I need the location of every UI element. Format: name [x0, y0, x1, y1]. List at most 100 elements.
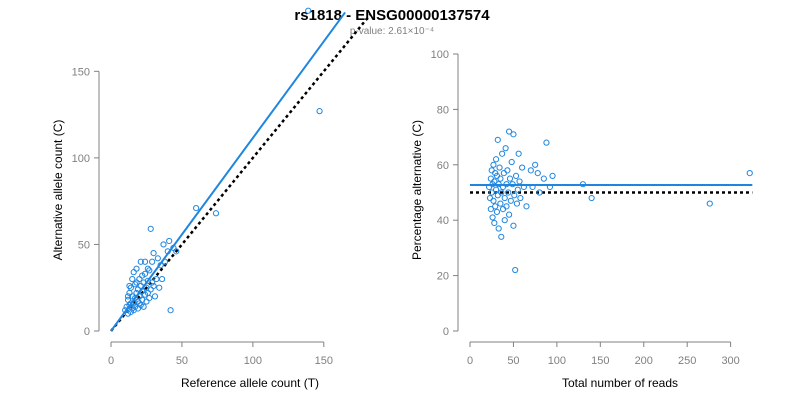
data-point	[144, 265, 151, 272]
data-point	[706, 200, 713, 207]
y-tick-label: 100	[72, 153, 90, 165]
data-point	[506, 175, 514, 182]
data-point	[130, 269, 137, 276]
data-point	[588, 194, 595, 202]
data-point	[507, 197, 514, 204]
data-point	[149, 258, 156, 265]
data-point	[486, 194, 494, 202]
data-point	[154, 255, 161, 262]
x-axis-label: Total number of reads	[562, 376, 678, 390]
data-point	[517, 194, 524, 202]
fit-line	[110, 11, 346, 332]
data-point	[133, 279, 140, 286]
data-point	[139, 272, 146, 279]
data-point	[519, 164, 526, 171]
data-point	[505, 189, 512, 196]
data-point	[495, 181, 502, 188]
data-point	[504, 167, 511, 174]
data-point	[305, 7, 312, 14]
data-point	[492, 186, 500, 193]
chart-subtitle: p-value: 2.61×10⁻⁴	[350, 26, 434, 37]
data-point	[512, 172, 520, 179]
data-point	[496, 164, 503, 171]
data-point	[532, 161, 539, 168]
data-point	[151, 293, 159, 300]
data-point	[133, 265, 140, 272]
data-point	[503, 203, 510, 210]
data-point	[487, 206, 494, 213]
data-point	[503, 181, 510, 188]
data-point	[126, 282, 133, 290]
data-point	[494, 192, 501, 199]
y-tick-label: 40	[437, 215, 449, 227]
data-point	[173, 248, 180, 255]
data-point	[508, 158, 515, 166]
data-point	[137, 258, 144, 265]
data-point	[129, 275, 136, 283]
data-point	[147, 225, 154, 232]
y-tick-label: 60	[437, 160, 449, 172]
data-point	[490, 197, 497, 204]
y-tick-label: 0	[84, 326, 90, 338]
data-point	[527, 167, 534, 174]
chart-title: rs1818 - ENSG00000137574	[294, 7, 490, 24]
x-tick-label: 100	[548, 355, 566, 367]
y-tick-label: 50	[78, 239, 90, 251]
data-point	[140, 303, 147, 310]
x-tick-label: 50	[507, 355, 519, 367]
data-point	[510, 131, 517, 138]
data-point	[495, 225, 502, 232]
x-tick-label: 0	[467, 355, 473, 367]
x-tick-label: 250	[678, 355, 696, 367]
x-tick-label: 0	[108, 355, 114, 367]
data-point	[546, 183, 554, 191]
data-point	[500, 170, 507, 177]
data-point	[487, 175, 494, 182]
data-point	[513, 200, 521, 207]
data-point	[509, 181, 516, 188]
data-point	[493, 208, 501, 215]
data-point	[127, 284, 134, 291]
data-point	[505, 211, 513, 218]
data-point	[490, 161, 497, 168]
data-point	[488, 167, 495, 174]
data-point	[523, 203, 530, 210]
data-point	[491, 219, 498, 227]
data-point	[502, 145, 509, 152]
data-point	[136, 300, 143, 307]
data-point	[510, 222, 517, 229]
y-axis-label: Alternative allele count (C)	[51, 120, 65, 261]
data-point	[501, 194, 508, 202]
x-tick-label: 50	[176, 355, 188, 367]
data-point	[161, 258, 169, 265]
data-point	[488, 189, 495, 196]
data-point	[520, 183, 527, 191]
data-point	[212, 210, 220, 217]
data-point	[166, 237, 173, 245]
data-point	[543, 139, 550, 146]
data-point	[505, 128, 513, 135]
data-point	[150, 249, 157, 257]
data-point	[499, 206, 507, 213]
data-point	[511, 192, 518, 199]
data-point	[549, 172, 556, 179]
x-tick-label: 150	[315, 355, 333, 367]
data-point	[514, 186, 521, 193]
data-point	[132, 281, 139, 288]
data-point	[316, 108, 323, 115]
data-point	[534, 170, 541, 177]
data-point	[491, 178, 498, 185]
x-axis-label: Reference allele count (T)	[181, 376, 319, 390]
x-tick-label: 100	[244, 355, 262, 367]
x-tick-label: 150	[591, 355, 609, 367]
y-tick-label: 150	[72, 66, 90, 78]
y-tick-label: 0	[443, 326, 449, 338]
data-point	[579, 181, 587, 188]
data-point	[516, 178, 523, 185]
data-point	[497, 200, 504, 207]
data-point	[494, 136, 501, 143]
data-point	[160, 241, 167, 248]
allele-count-panel: 0 50 100 150 0 50 100 150 Reference allele count…	[51, 7, 372, 390]
